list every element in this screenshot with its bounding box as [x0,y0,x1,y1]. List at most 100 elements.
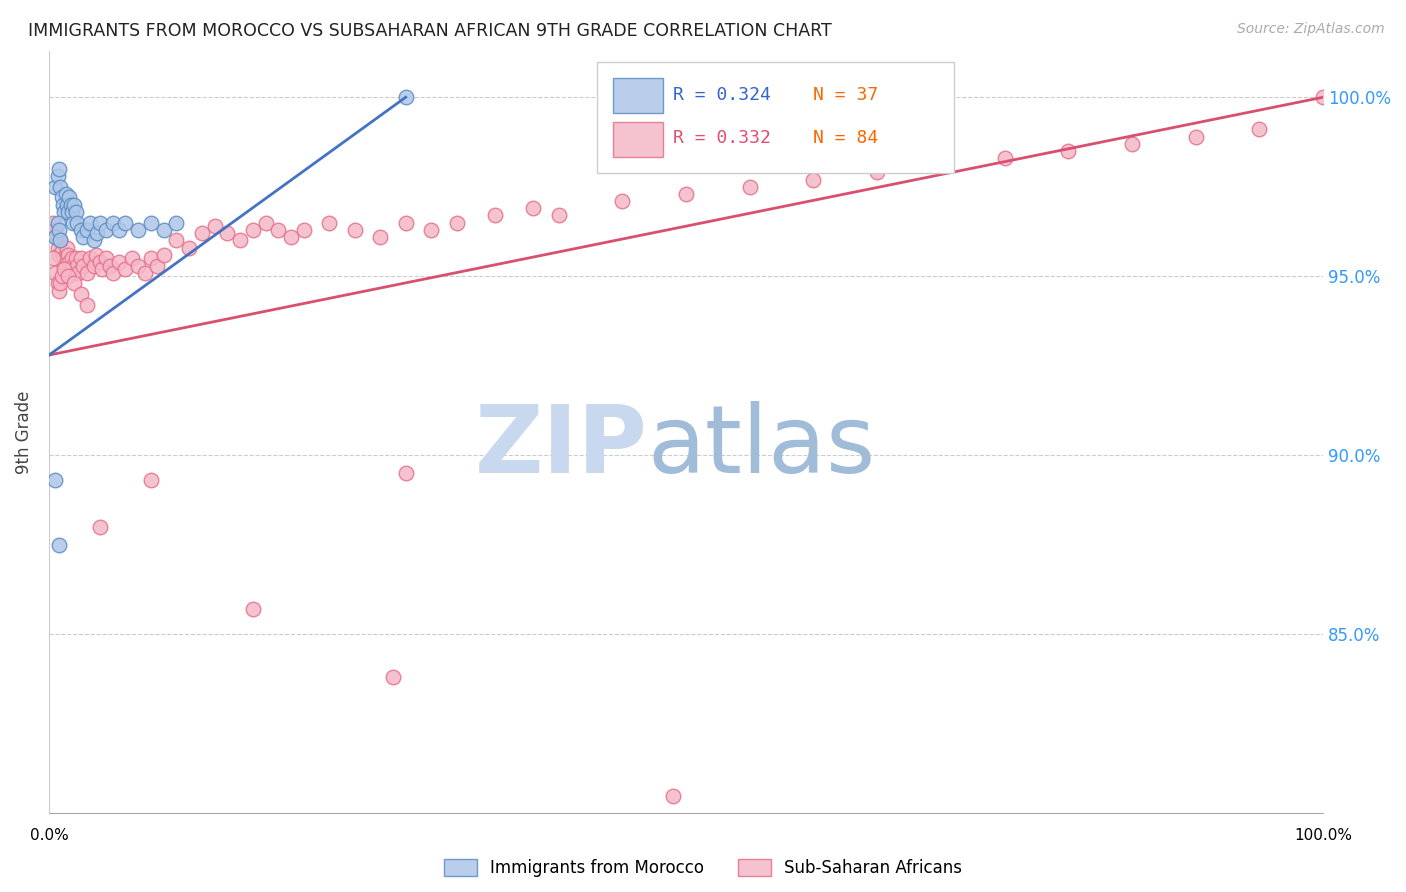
Point [395,467,418,481]
Point [56,197,79,211]
Point [63,266,86,280]
Point [395,90,418,104]
Point [108,223,131,237]
Point [127,259,149,273]
Point [204,219,226,234]
Text: R = 0.324: R = 0.324 [673,86,770,104]
Point [191,227,214,241]
Point [446,216,468,230]
FancyBboxPatch shape [613,121,664,157]
Point [72,259,94,273]
Point [66,216,89,230]
Point [63,277,86,291]
Text: 100.0%: 100.0% [1294,828,1353,843]
Point [395,216,418,230]
Point [56,269,79,284]
Point [522,201,544,215]
Point [60,204,83,219]
Point [53,259,76,273]
Point [55,186,77,201]
Point [420,223,443,237]
Point [42,216,65,230]
Text: atlas: atlas [648,401,876,493]
Point [152,223,174,237]
Point [79,252,101,266]
Point [42,252,65,266]
Point [46,169,69,183]
Point [866,165,889,179]
Point [114,216,136,230]
Point [343,223,366,237]
Point [96,252,118,266]
FancyBboxPatch shape [613,78,664,113]
Point [44,223,66,237]
FancyBboxPatch shape [598,62,953,173]
Point [254,216,277,230]
Point [292,223,315,237]
Point [72,230,94,244]
Point [49,234,72,248]
Point [89,216,111,230]
Point [62,216,84,230]
Point [1184,129,1206,144]
Point [69,287,91,301]
Point [242,223,264,237]
Point [59,197,82,211]
Point [76,266,98,280]
Point [139,474,162,488]
Point [1121,136,1143,151]
Point [58,255,80,269]
Point [46,277,69,291]
Point [368,230,391,244]
Text: N = 37: N = 37 [814,86,879,104]
Point [139,216,162,230]
Point [134,266,156,280]
Point [146,259,169,273]
Point [56,204,79,219]
Y-axis label: 9th Grade: 9th Grade [15,391,32,474]
Point [612,194,634,208]
Point [84,248,107,262]
Point [382,670,405,684]
Point [1312,90,1334,104]
Point [108,255,131,269]
Point [165,216,187,230]
Point [229,234,252,248]
Point [49,179,72,194]
Point [738,179,761,194]
Point [994,151,1017,165]
Point [67,266,90,280]
Point [114,262,136,277]
Text: N = 84: N = 84 [814,129,879,147]
Point [101,216,124,230]
Point [48,223,70,237]
Point [662,789,685,803]
Point [79,216,101,230]
Point [127,223,149,237]
Point [53,262,76,277]
Text: Source: ZipAtlas.com: Source: ZipAtlas.com [1237,22,1385,37]
Legend: Immigrants from Morocco, Sub-Saharan Africans: Immigrants from Morocco, Sub-Saharan Afr… [437,852,969,884]
Point [89,255,111,269]
Text: ZIP: ZIP [475,401,648,493]
Point [65,252,87,266]
Text: IMMIGRANTS FROM MOROCCO VS SUBSAHARAN AFRICAN 9TH GRADE CORRELATION CHART: IMMIGRANTS FROM MOROCCO VS SUBSAHARAN AF… [28,22,832,40]
Point [69,252,91,266]
Point [44,474,66,488]
Point [86,227,108,241]
Point [280,230,302,244]
Point [46,216,69,230]
Point [60,252,83,266]
Point [48,284,70,298]
Point [675,186,697,201]
Point [318,216,340,230]
Point [929,158,952,172]
Point [91,262,114,277]
Point [165,234,187,248]
Point [48,248,70,262]
Point [803,172,825,186]
Point [48,538,70,552]
Point [45,230,67,244]
Point [267,223,290,237]
Point [51,269,73,284]
